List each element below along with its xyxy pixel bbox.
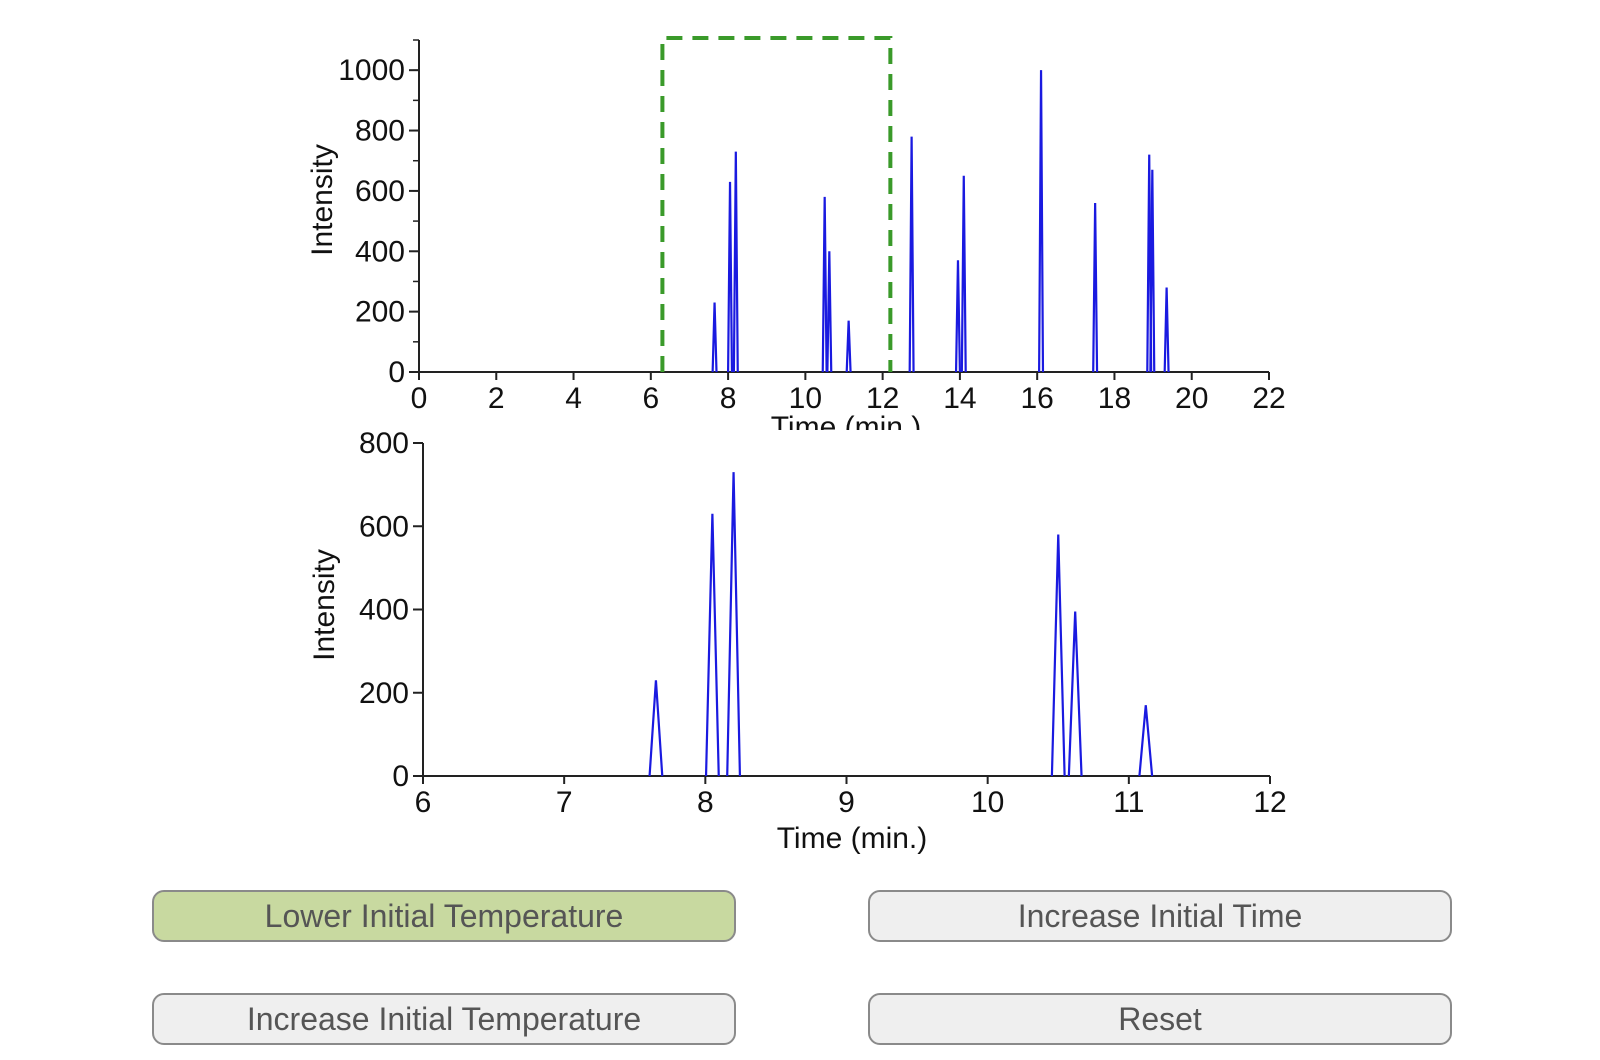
peak [704,513,720,777]
x-tick-label: 7 [556,786,573,819]
peak [1050,534,1066,777]
x-tick-label: 0 [411,382,428,415]
increase-initial-time-button[interactable]: Increase Initial Time [868,890,1452,942]
peak [1149,169,1156,373]
peak [826,251,833,373]
peak [1067,611,1083,777]
peak [732,151,739,373]
x-tick-label: 18 [1098,382,1131,415]
peak [726,181,734,373]
y-tick-label: 400 [355,235,405,268]
peak [1038,70,1045,373]
reset-button[interactable]: Reset [868,993,1452,1045]
increase-initial-temperature-button[interactable]: Increase Initial Temperature [152,993,736,1045]
x-tick-label: 6 [642,382,659,415]
peak [648,680,664,777]
peak [908,136,915,373]
y-tick-label: 200 [355,296,405,329]
y-tick-label: 600 [355,175,405,208]
x-tick-label: 12 [866,382,899,415]
x-tick-label: 8 [720,382,737,415]
peak [954,260,962,373]
selection-window [660,36,893,372]
x-tick-label: 8 [697,786,714,819]
x-tick-label: 22 [1252,382,1285,415]
y-axis-label: Intensity [306,144,339,256]
x-tick-label: 14 [943,382,976,415]
x-tick-label: 9 [838,786,855,819]
peak [711,302,718,373]
peak [1138,705,1154,777]
y-tick-label: 200 [359,677,409,710]
peak [960,175,967,373]
x-tick-label: 11 [1113,786,1144,819]
y-tick-label: 800 [359,427,409,460]
peak [845,320,852,373]
peak [1163,287,1170,373]
overview-chromatogram: 0 2 4 6 8 10 12 14 16 18 20 22 0 200 400 600 800 1000 Time… [306,36,1286,430]
x-tick-label: 10 [789,382,822,415]
y-tick-label: 1000 [338,54,405,87]
x-tick-label: 6 [415,786,432,819]
x-tick-label: 20 [1175,382,1208,415]
peak [1092,202,1099,373]
x-axis-label: Time (min.) [777,822,928,855]
y-tick-label: 0 [392,760,409,793]
peak [821,196,828,373]
y-tick-label: 0 [388,356,405,389]
x-tick-label: 10 [971,786,1004,819]
y-tick-label: 400 [359,594,409,627]
y-tick-label: 600 [359,510,409,543]
x-tick-label: 12 [1253,786,1286,819]
y-axis-label: Intensity [308,549,341,661]
peak [726,472,742,777]
lower-initial-temperature-button[interactable]: Lower Initial Temperature [152,890,736,942]
x-tick-label: 4 [565,382,582,415]
x-axis-label: Time (min.) [771,411,922,430]
x-tick-label: 2 [488,382,505,415]
y-tick-label: 800 [355,115,405,148]
x-tick-label: 16 [1020,382,1053,415]
